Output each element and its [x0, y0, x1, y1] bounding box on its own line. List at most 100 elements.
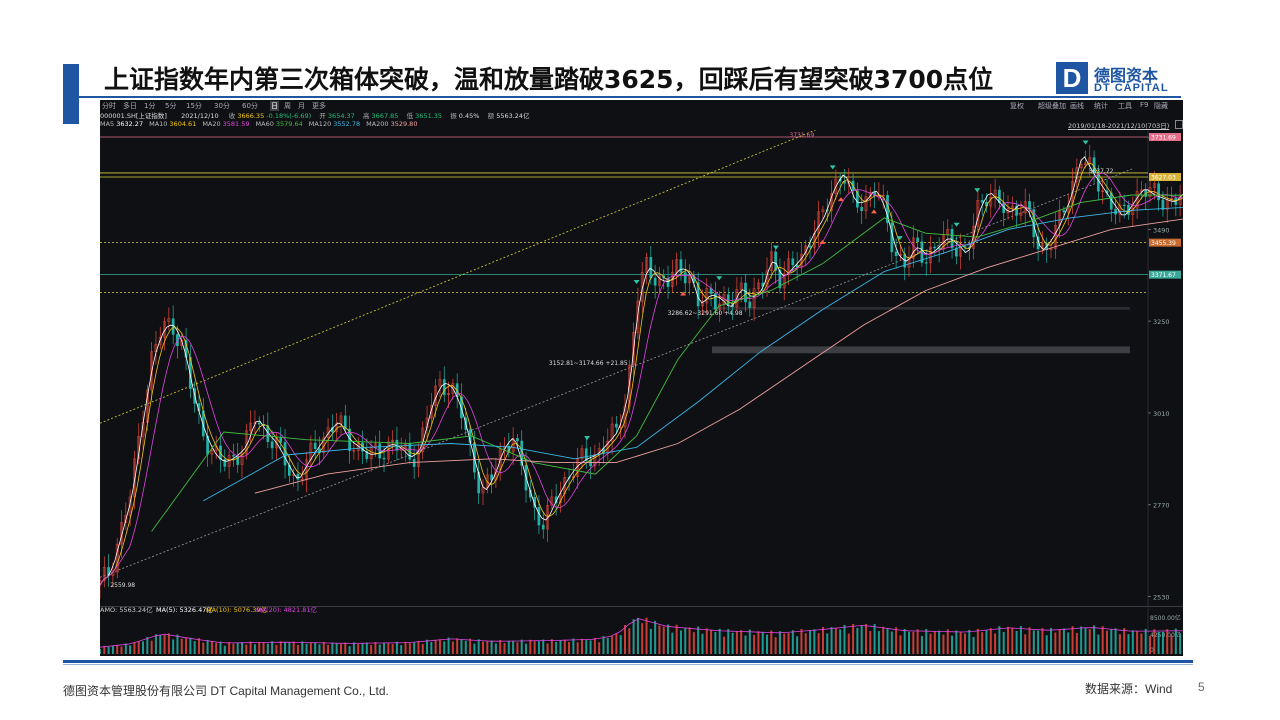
candle-body-188 — [907, 258, 911, 268]
volume-bar-182 — [882, 626, 885, 654]
volume-bar-142 — [710, 630, 713, 654]
volume-bar-43 — [284, 642, 287, 654]
candle-body-214 — [1019, 212, 1023, 216]
volume-bar-141 — [705, 628, 708, 654]
candle-body-156 — [769, 251, 773, 271]
volume-ma-line — [100, 618, 1183, 648]
toolbar-action-1[interactable]: 超级叠加 — [1038, 102, 1066, 110]
volume-bar-76 — [426, 639, 429, 654]
period-tab-1[interactable]: 多日 — [123, 102, 137, 110]
volume-bar-110 — [572, 638, 575, 654]
candle-body-8 — [133, 458, 136, 498]
period-tab-0[interactable]: 分时 — [102, 102, 116, 110]
volume-tick-2: 0 — [1150, 647, 1154, 654]
period-tab-3[interactable]: 5分 — [165, 102, 177, 110]
volume-bar-109 — [568, 641, 571, 654]
logo-chinese-name: 德图资本 — [1094, 66, 1159, 85]
candle-body-89 — [481, 487, 485, 494]
volume-bar-27 — [215, 642, 218, 654]
volume-bar-66 — [383, 642, 386, 654]
period-tab-5[interactable]: 30分 — [214, 102, 230, 110]
up-arrow-2 — [837, 197, 844, 202]
volume-bar-34 — [245, 644, 248, 654]
volume-bar-4 — [116, 644, 119, 654]
volume-bar-197 — [946, 629, 949, 654]
stock-chart-panel[interactable]: 分时 多日 1分 5分 15分 30分 60分 日周月更多 复权 超级叠加 画线 统计 工具 F9 隐藏 0… — [100, 100, 1183, 656]
candle-body-21 — [189, 357, 192, 389]
date-range: 2019/01/18-2021/12/10(703日) — [1068, 122, 1170, 130]
volume-bar-196 — [942, 634, 945, 654]
candle-body-66 — [382, 457, 386, 460]
down-arrow-8 — [1082, 140, 1089, 145]
range-close-icon[interactable] — [1175, 120, 1183, 129]
level-tag-text-2: 3455.39 — [1151, 240, 1176, 247]
company-logo: D 德图资本 DT CAPITAL — [1056, 62, 1181, 96]
volume-bar-246 — [1157, 631, 1160, 654]
volume-bar-82 — [451, 641, 454, 654]
volume-bar-231 — [1093, 625, 1096, 654]
volume-bar-214 — [1019, 626, 1022, 654]
quote-date: 2021/12/10 — [181, 112, 219, 120]
period-tab-9[interactable]: 月 — [298, 102, 305, 110]
candle-body-150 — [744, 282, 747, 303]
volume-bar-121 — [619, 635, 622, 654]
toolbar-action-0[interactable]: 复权 — [1010, 102, 1024, 110]
volume-bar-40 — [271, 641, 274, 654]
period-tab-6[interactable]: 60分 — [242, 102, 258, 110]
period-tab-10[interactable]: 更多 — [312, 102, 326, 110]
candle-body-4 — [115, 543, 119, 573]
volume-bar-41 — [275, 644, 278, 654]
volume-bar-96 — [512, 640, 515, 654]
level-tag-text-3: 3371.67 — [1151, 272, 1176, 279]
toolbar-action-3[interactable]: 统计 — [1094, 102, 1108, 110]
candle-body-103 — [541, 524, 545, 530]
volume-bar-89 — [481, 641, 484, 654]
volume-bar-5 — [120, 646, 123, 654]
candlestick-plot[interactable]: 3730349032503010277025303731.693627.0334… — [100, 130, 1183, 606]
period-tab-4[interactable]: 15分 — [186, 102, 202, 110]
candle-body-238 — [1122, 204, 1126, 207]
volume-bar-26 — [210, 641, 213, 654]
volume-bar-84 — [460, 639, 463, 654]
title-accent-bar — [63, 64, 79, 124]
volume-bar-30 — [228, 641, 231, 654]
volume-bar-17 — [172, 639, 175, 654]
volume-bar-171 — [834, 628, 837, 654]
period-tab-7[interactable]: 日 — [270, 101, 279, 111]
upper-trendline — [100, 130, 817, 424]
volume-bar-225 — [1067, 632, 1070, 654]
volume-bar-94 — [503, 642, 506, 654]
candle-body-236 — [1114, 208, 1117, 215]
volume-bar-51 — [318, 644, 321, 654]
level-tag-box-1 — [1149, 173, 1181, 182]
moving-average-legend: MA5 3632.27 MA10 3604.61 MA20 3581.59 MA60 3579… — [100, 120, 1183, 130]
volume-bar-14 — [159, 635, 162, 654]
volume-bar-130 — [658, 625, 661, 654]
volume-bar-10 — [142, 641, 145, 654]
volume-bar-78 — [434, 639, 437, 654]
candle-body-6 — [124, 514, 128, 523]
footer-rule — [63, 660, 1193, 663]
volume-bar-151 — [748, 629, 751, 654]
volume-bar-85 — [464, 640, 467, 654]
volume-bar-57 — [344, 642, 347, 654]
y-tick-label-3: 3010 — [1153, 410, 1170, 418]
toolbar-action-2[interactable]: 画线 — [1070, 102, 1084, 110]
toolbar-action-6[interactable]: 隐藏 — [1154, 102, 1168, 110]
ma-legend-label-2: MA20 — [202, 120, 221, 128]
volume-bar-95 — [507, 640, 510, 654]
period-tab-2[interactable]: 1分 — [144, 102, 156, 110]
candle-body-222 — [1053, 224, 1057, 249]
consolidation-zone-1 — [712, 307, 1130, 310]
volume-bar-118 — [606, 637, 609, 654]
period-tab-8[interactable]: 周 — [284, 102, 291, 110]
volume-bar-119 — [611, 635, 614, 654]
candle-body-124 — [632, 332, 635, 366]
toolbar-action-5[interactable]: F9 — [1140, 101, 1149, 109]
toolbar-action-4[interactable]: 工具 — [1118, 102, 1132, 110]
volume-bar-75 — [421, 644, 424, 654]
candle-body-221 — [1049, 248, 1053, 250]
candle-body-237 — [1118, 204, 1122, 215]
volume-bar-212 — [1011, 627, 1014, 654]
